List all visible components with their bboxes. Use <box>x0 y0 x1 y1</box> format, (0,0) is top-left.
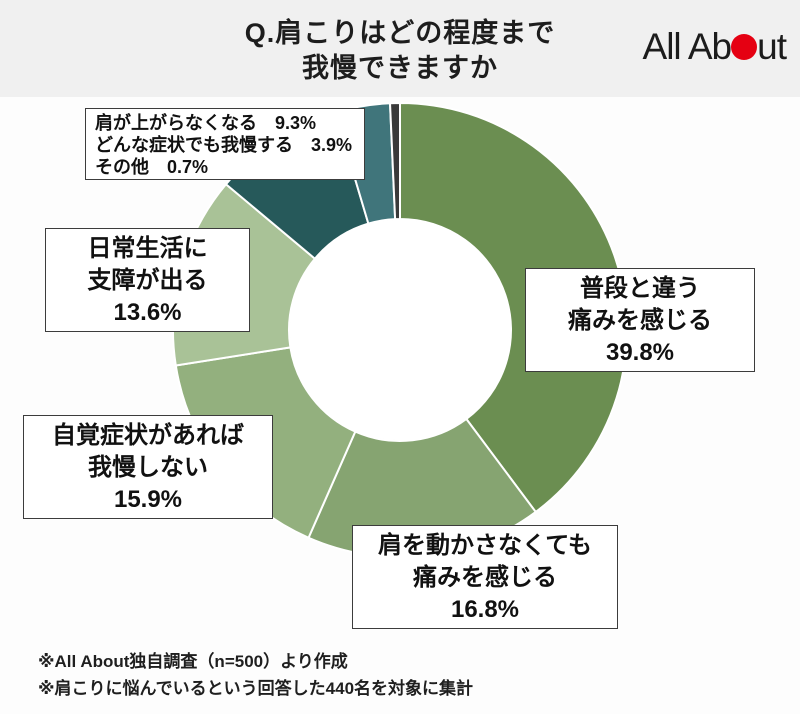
callout-symptom: 自覚症状があれば 我慢しない 15.9% <box>23 415 273 519</box>
callout-label-line2: 痛みを感じる <box>568 307 712 334</box>
footnotes: ※All About独自調査（n=500）より作成 ※肩こりに悩んでいるという回… <box>38 648 473 702</box>
logo-red-dot-icon <box>731 34 758 60</box>
donut-segment-0 <box>399 101 628 514</box>
callout-label-line1: 日常生活に <box>87 235 208 262</box>
callout-line-cannot-raise: 肩が上がらなくなる 9.3% <box>95 113 317 133</box>
donut-segment-6 <box>388 101 401 221</box>
callout-label-line2: 支障が出る <box>87 267 208 294</box>
callout-label-line2: 我慢しない <box>88 454 208 481</box>
callout-label-line1: 普段と違う <box>580 275 700 302</box>
callout-daily-life: 日常生活に 支障が出る 13.6% <box>45 228 250 332</box>
callout-no-move-pain: 肩を動かさなくても 痛みを感じる 16.8% <box>352 525 618 629</box>
chart-title-line2: 我慢できますか <box>302 53 498 83</box>
footnote-source: ※All About独自調査（n=500）より作成 <box>38 652 348 671</box>
title-band <box>0 0 800 97</box>
logo-text-left: All Ab <box>642 26 733 67</box>
callout-value: 13.6% <box>113 299 182 326</box>
chart-title-line1: Q.肩こりはどの程度まで <box>244 18 556 48</box>
callout-minor-segments: 肩が上がらなくなる 9.3% どんな症状でも我慢する 3.9% その他 0.7% <box>85 108 365 180</box>
callout-line-endure-any: どんな症状でも我慢する 3.9% <box>95 135 353 155</box>
callout-label-line1: 肩を動かさなくても <box>377 532 593 559</box>
callout-value: 15.9% <box>113 486 183 513</box>
footnote-sample: ※肩こりに悩んでいるという回答した440名を対象に集計 <box>38 679 474 698</box>
chart-title: Q.肩こりはどの程度まで 我慢できますか <box>0 16 800 86</box>
allabout-logo: All Ab ut <box>642 26 787 68</box>
donut-hole <box>290 220 510 440</box>
callout-value: 16.8% <box>450 596 520 623</box>
callout-value: 39.8% <box>605 339 675 366</box>
callout-label-line2: 痛みを感じる <box>413 564 557 591</box>
logo-text-right: ut <box>757 26 787 67</box>
callout-unusual-pain: 普段と違う 痛みを感じる 39.8% <box>525 268 755 372</box>
callout-line-other: その他 0.7% <box>95 157 209 177</box>
callout-label-line1: 自覚症状があれば <box>52 422 244 449</box>
